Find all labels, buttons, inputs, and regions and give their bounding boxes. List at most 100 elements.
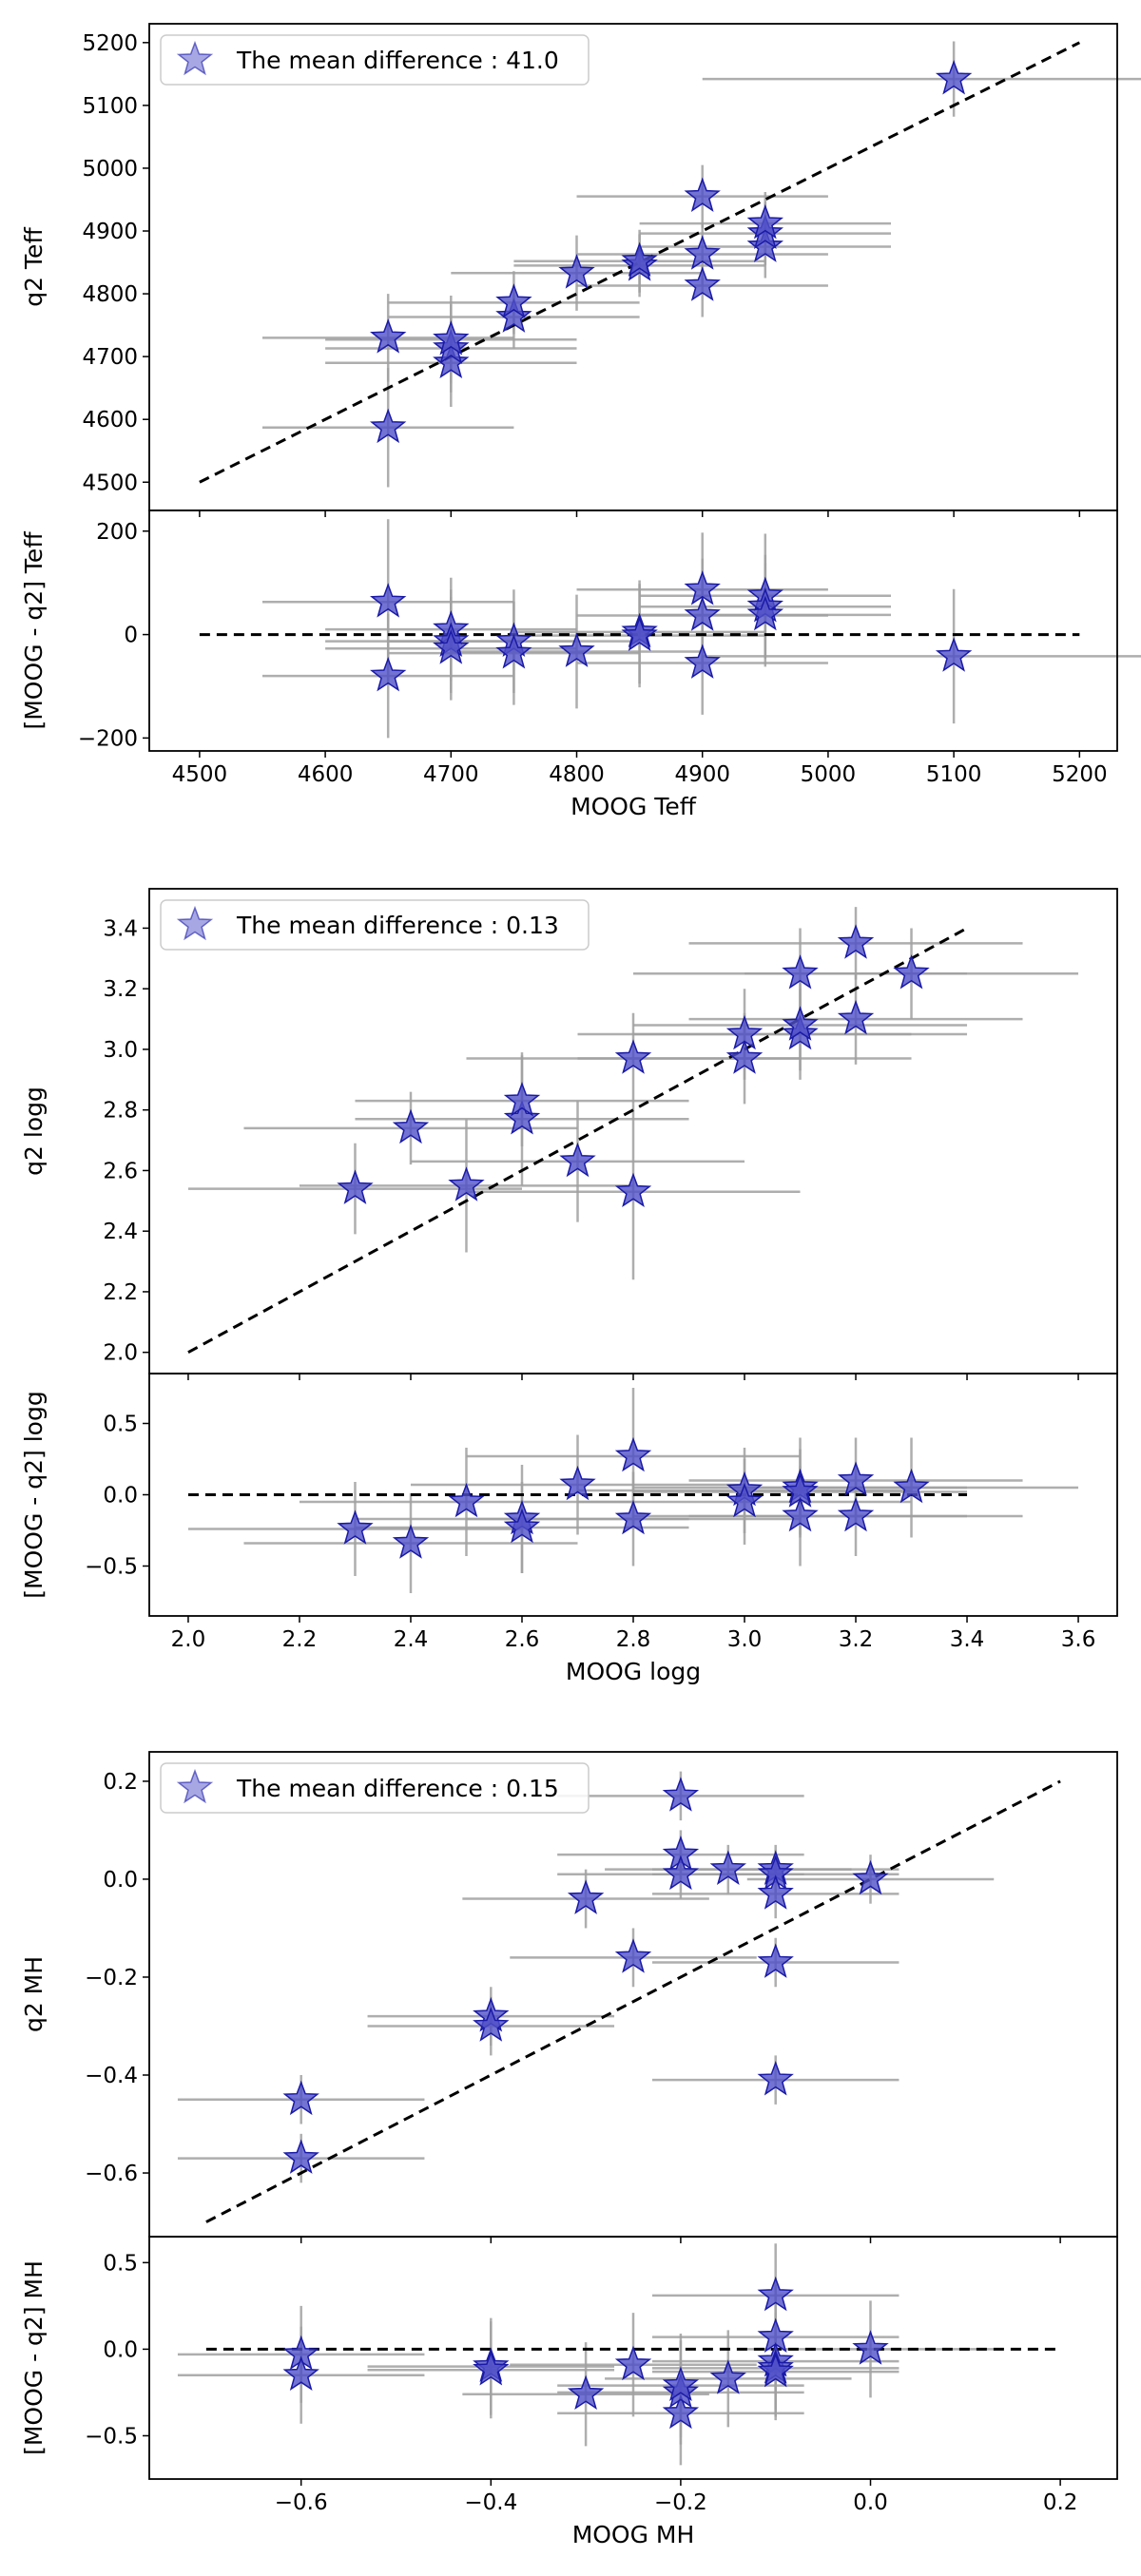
x-tick-label: −0.6	[275, 2490, 328, 2515]
data-point	[935, 59, 973, 95]
legend: The mean difference : 0.15	[160, 1762, 590, 1814]
x-tick-label: 4900	[674, 762, 730, 787]
x-tick-label: 3.6	[1061, 1627, 1096, 1652]
data-point	[837, 1461, 875, 1496]
x-tick-label: 3.0	[727, 1627, 763, 1652]
y-tick-label: 0.0	[103, 2337, 138, 2362]
data-point	[559, 1465, 596, 1501]
data-point	[746, 595, 783, 631]
data-point	[370, 318, 407, 354]
y-tick-label: 2.4	[103, 1220, 138, 1244]
y-axis-label: q2 Teff	[20, 227, 48, 307]
data-point	[567, 1879, 605, 1914]
data-point	[282, 2080, 319, 2116]
x-tick-label: 3.2	[839, 1627, 874, 1652]
data-point	[621, 241, 658, 278]
legend-box	[160, 1762, 590, 1814]
data-point	[757, 2276, 794, 2312]
data-point	[684, 596, 721, 631]
data-point	[503, 1100, 541, 1135]
y-axis-label: q2 logg	[20, 1086, 48, 1176]
y-tick-label: −0.6	[85, 2162, 138, 2186]
data-point	[757, 1874, 794, 1910]
data-point	[558, 632, 595, 667]
reference-line	[187, 927, 968, 1355]
chart-panel: −0.6 −0.4 −0.2 0.0 0.2 q2 MH The mean differen…	[20, 1751, 1118, 2243]
data-point	[433, 320, 470, 356]
data-point	[370, 656, 407, 692]
x-tick-label: 4600	[298, 762, 354, 787]
y-tick-label: 0	[124, 624, 138, 648]
y-tick-label: −0.5	[85, 2424, 138, 2449]
y-tick-label: 5200	[82, 31, 138, 56]
y-tick-label: 4700	[82, 345, 138, 370]
chart-panel: 2.0 2.2 2.4 2.6 2.8 3.0 3.2 3.4 q2 logg The mean …	[20, 888, 1118, 1380]
data-point	[782, 1496, 819, 1532]
x-tick-label: −0.2	[654, 2490, 707, 2515]
data-point	[614, 1172, 652, 1208]
legend: The mean difference : 41.0	[160, 34, 590, 86]
y-tick-label: 3.2	[103, 977, 138, 1002]
chart-panel: −0.6 −0.4 −0.2 0.0 0.2 −0.5 0.0 0.5 [MOOG - q2] …	[20, 2236, 1118, 2548]
data-point	[837, 1496, 875, 1532]
y-tick-label: −0.5	[85, 1555, 138, 1580]
x-axis-label: MOOG Teff	[570, 793, 697, 820]
data-point	[392, 1524, 430, 1559]
data-point	[893, 954, 930, 990]
data-point	[337, 1509, 374, 1545]
legend-label: The mean difference : 41.0	[236, 47, 559, 74]
x-tick-label: 5200	[1052, 762, 1108, 787]
data-point	[473, 2351, 510, 2386]
x-tick-label: 5100	[926, 762, 982, 787]
y-tick-label: 200	[96, 520, 138, 545]
y-tick-label: −200	[78, 726, 138, 751]
data-point	[746, 203, 783, 240]
data-point	[621, 616, 658, 651]
x-tick-label: 5000	[801, 762, 857, 787]
y-axis-label: [MOOG - q2] MH	[20, 2260, 48, 2455]
x-axis-label: MOOG MH	[572, 2521, 695, 2548]
data-point	[746, 214, 783, 249]
data-point	[282, 2139, 319, 2174]
data-point	[757, 2352, 794, 2388]
data-point	[503, 1508, 541, 1544]
x-tick-label: 2.6	[505, 1627, 540, 1652]
y-axis-label: q2 MH	[20, 1956, 48, 2032]
data-point	[662, 1777, 700, 1812]
y-tick-label: 0.5	[103, 1413, 138, 1437]
data-point	[662, 2393, 700, 2430]
data-point	[782, 1006, 819, 1041]
y-tick-label: 4600	[82, 408, 138, 433]
y-tick-label: 3.4	[103, 916, 138, 941]
data-point	[684, 235, 721, 270]
y-tick-label: 2.0	[103, 1341, 138, 1366]
chart-panel: 4500 4600 4700 4800 4900 5000 5100 5200 q2 Teff T…	[20, 23, 1141, 517]
x-tick-label: 3.4	[950, 1627, 985, 1652]
data-point	[662, 2366, 700, 2401]
y-tick-label: 2.2	[103, 1280, 138, 1305]
x-tick-label: 0.0	[853, 2490, 888, 2515]
data-point	[282, 2355, 319, 2392]
data-point	[746, 227, 783, 262]
data-point	[684, 644, 721, 679]
data-point	[684, 266, 721, 301]
y-tick-label: 4800	[82, 282, 138, 307]
data-point	[370, 583, 407, 618]
x-tick-label: 0.2	[1043, 2490, 1078, 2515]
y-tick-label: 0.5	[103, 2251, 138, 2276]
y-tick-label: 0.0	[103, 1868, 138, 1893]
reference-line	[199, 41, 1081, 484]
data-point	[503, 1081, 541, 1117]
y-tick-label: 3.0	[103, 1038, 138, 1063]
y-tick-label: 0.0	[103, 1484, 138, 1509]
reference-line	[205, 1779, 1061, 2223]
data-point	[495, 298, 532, 333]
data-point	[559, 1142, 596, 1178]
data-point	[662, 1855, 700, 1891]
y-tick-label: −0.4	[85, 2064, 138, 2088]
data-point	[852, 1859, 889, 1895]
data-point	[757, 2060, 794, 2096]
data-point	[893, 1468, 930, 1504]
y-tick-label: 5000	[82, 157, 138, 182]
